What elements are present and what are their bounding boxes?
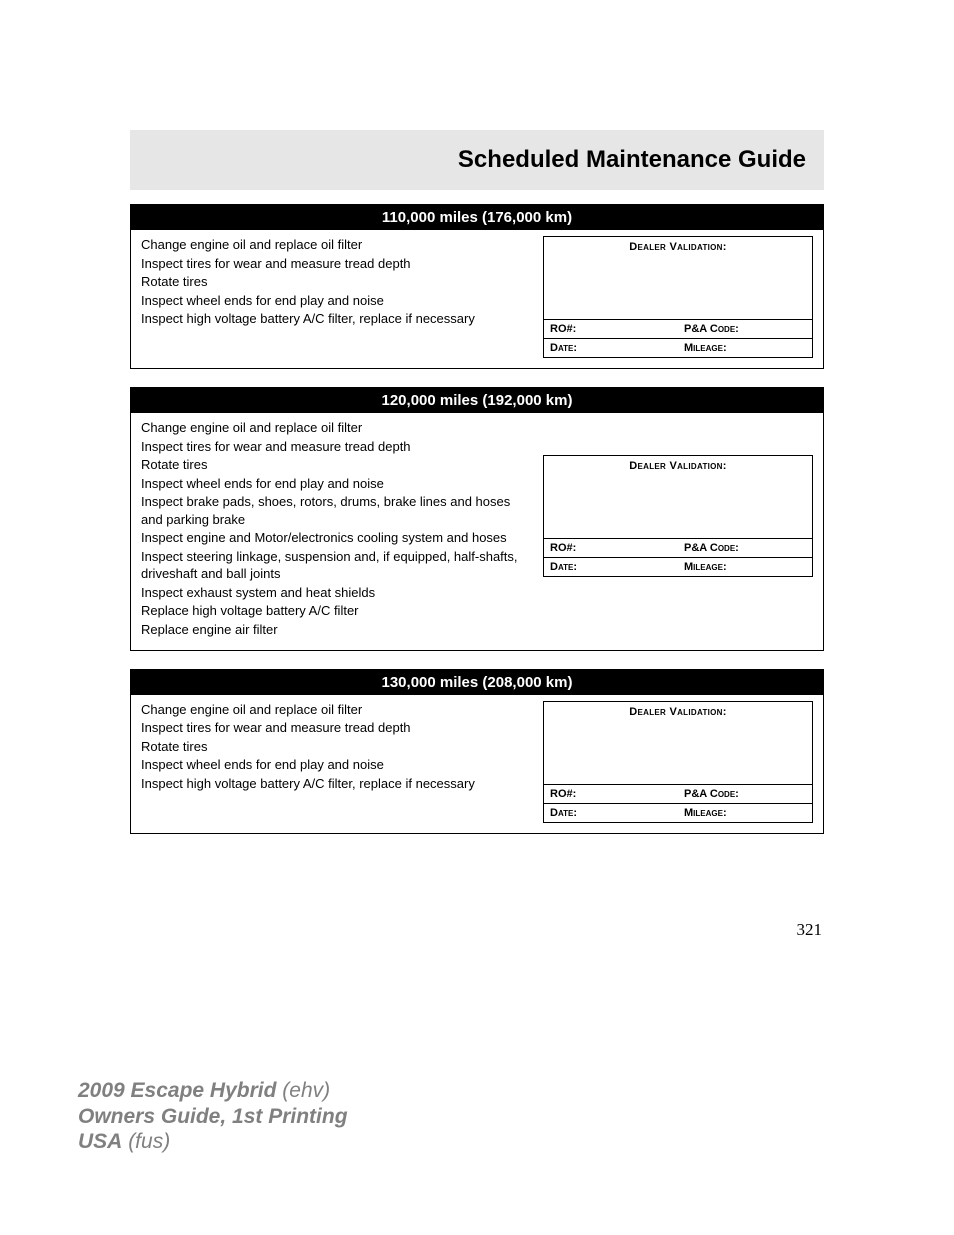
task-item: Inspect high voltage battery A/C filter,…: [141, 775, 529, 793]
validation-header: Dealer Validation:: [544, 456, 812, 474]
maintenance-block: 130,000 miles (208,000 km) Change engine …: [130, 669, 824, 834]
validation-row: Date:Mileage:: [544, 803, 812, 822]
mileage-label: Mileage:: [678, 558, 812, 576]
footer-model: 2009 Escape Hybrid: [78, 1079, 276, 1102]
task-item: Inspect engine and Motor/electronics coo…: [141, 529, 529, 547]
validation-row: RO#:P&A Code:: [544, 319, 812, 338]
date-label: Date:: [544, 558, 678, 576]
maintenance-block: 110,000 miles (176,000 km) Change engine …: [130, 204, 824, 369]
section-header-band: Scheduled Maintenance Guide: [130, 130, 824, 190]
validation-spacer: [544, 720, 812, 784]
pna-code-label: P&A Code:: [678, 785, 812, 803]
task-item: Replace high voltage battery A/C filter: [141, 602, 529, 620]
footer-line-1: 2009 Escape Hybrid (ehv): [78, 1078, 348, 1104]
footer-line-3: USA (fus): [78, 1129, 348, 1155]
task-item: Inspect wheel ends for end play and nois…: [141, 756, 529, 774]
task-item: Rotate tires: [141, 738, 529, 756]
ro-number-label: RO#:: [544, 320, 678, 338]
doc-footer: 2009 Escape Hybrid (ehv) Owners Guide, 1…: [78, 1078, 348, 1155]
block-title: 130,000 miles (208,000 km): [131, 670, 823, 695]
task-item: Inspect tires for wear and measure tread…: [141, 255, 529, 273]
footer-region: USA: [78, 1130, 122, 1153]
block-body: Change engine oil and replace oil filter…: [131, 695, 823, 833]
date-label: Date:: [544, 339, 678, 357]
task-item: Inspect tires for wear and measure tread…: [141, 438, 529, 456]
dealer-validation: Dealer Validation: RO#:P&A Code:Date:Mile…: [543, 701, 813, 823]
validation-row: Date:Mileage:: [544, 557, 812, 576]
page-title: Scheduled Maintenance Guide: [458, 146, 806, 174]
validation-row: RO#:P&A Code:: [544, 538, 812, 557]
task-list: Change engine oil and replace oil filter…: [141, 701, 533, 823]
validation-header: Dealer Validation:: [544, 702, 812, 720]
footer-line-2: Owners Guide, 1st Printing: [78, 1104, 348, 1130]
task-list: Change engine oil and replace oil filter…: [141, 236, 533, 358]
validation-spacer: [544, 474, 812, 538]
validation-row: RO#:P&A Code:: [544, 784, 812, 803]
dealer-validation: Dealer Validation: RO#:P&A Code:Date:Mile…: [543, 236, 813, 358]
ro-number-label: RO#:: [544, 785, 678, 803]
validation-row: Date:Mileage:: [544, 338, 812, 357]
block-title: 120,000 miles (192,000 km): [131, 388, 823, 413]
maintenance-blocks: 110,000 miles (176,000 km) Change engine …: [130, 204, 824, 834]
page-number: 321: [797, 920, 823, 940]
task-item: Change engine oil and replace oil filter: [141, 419, 529, 437]
task-item: Inspect exhaust system and heat shields: [141, 584, 529, 602]
task-item: Replace engine air filter: [141, 621, 529, 639]
task-item: Inspect steering linkage, suspension and…: [141, 548, 529, 583]
task-item: Inspect brake pads, shoes, rotors, drums…: [141, 493, 529, 528]
task-item: Rotate tires: [141, 273, 529, 291]
pna-code-label: P&A Code:: [678, 539, 812, 557]
validation-box: Dealer Validation: RO#:P&A Code:Date:Mile…: [543, 236, 813, 358]
validation-spacer: [544, 255, 812, 319]
footer-model-code: (ehv): [282, 1079, 330, 1102]
task-item: Inspect high voltage battery A/C filter,…: [141, 310, 529, 328]
page-content: Scheduled Maintenance Guide 110,000 mile…: [130, 130, 824, 852]
pna-code-label: P&A Code:: [678, 320, 812, 338]
task-item: Inspect wheel ends for end play and nois…: [141, 475, 529, 493]
date-label: Date:: [544, 804, 678, 822]
validation-header: Dealer Validation:: [544, 237, 812, 255]
maintenance-block: 120,000 miles (192,000 km) Change engine …: [130, 387, 824, 651]
validation-box: Dealer Validation: RO#:P&A Code:Date:Mile…: [543, 701, 813, 823]
footer-region-code: (fus): [128, 1130, 170, 1153]
task-item: Rotate tires: [141, 456, 529, 474]
block-body: Change engine oil and replace oil filter…: [131, 230, 823, 368]
mileage-label: Mileage:: [678, 339, 812, 357]
mileage-label: Mileage:: [678, 804, 812, 822]
task-list: Change engine oil and replace oil filter…: [141, 419, 533, 640]
task-item: Change engine oil and replace oil filter: [141, 701, 529, 719]
block-body: Change engine oil and replace oil filter…: [131, 413, 823, 650]
task-item: Change engine oil and replace oil filter: [141, 236, 529, 254]
validation-box: Dealer Validation: RO#:P&A Code:Date:Mile…: [543, 455, 813, 577]
dealer-validation: Dealer Validation: RO#:P&A Code:Date:Mile…: [543, 455, 813, 640]
block-title: 110,000 miles (176,000 km): [131, 205, 823, 230]
task-item: Inspect tires for wear and measure tread…: [141, 719, 529, 737]
ro-number-label: RO#:: [544, 539, 678, 557]
task-item: Inspect wheel ends for end play and nois…: [141, 292, 529, 310]
